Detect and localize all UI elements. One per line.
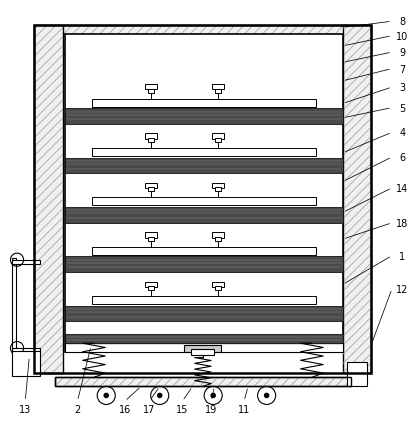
Bar [34, 26, 63, 373]
Bar [92, 99, 315, 108]
Bar [211, 282, 223, 287]
Bar [148, 237, 154, 241]
Bar [92, 148, 315, 157]
Bar [145, 85, 157, 90]
Bar [34, 26, 370, 55]
Bar [191, 350, 214, 355]
Text: 2: 2 [74, 404, 81, 414]
Bar [346, 362, 366, 387]
Text: 3: 3 [398, 83, 404, 93]
Bar [214, 286, 220, 291]
Bar [211, 184, 223, 189]
Bar [65, 334, 342, 348]
Text: 6: 6 [398, 153, 404, 163]
Bar [148, 188, 154, 192]
Text: 10: 10 [395, 31, 408, 42]
Bar [12, 351, 40, 376]
Bar [145, 282, 157, 287]
Bar [65, 344, 342, 353]
Circle shape [211, 393, 215, 398]
Bar [65, 109, 342, 125]
Text: 14: 14 [395, 183, 408, 194]
Text: 18: 18 [395, 218, 408, 228]
Bar [34, 26, 370, 373]
Bar [92, 198, 315, 206]
Bar [65, 34, 342, 353]
Bar [214, 237, 220, 241]
Bar [214, 89, 220, 94]
Bar [214, 139, 220, 143]
Bar [145, 134, 157, 139]
Text: 17: 17 [143, 404, 155, 414]
Bar [211, 134, 223, 139]
Bar [92, 247, 315, 255]
Bar [65, 306, 342, 322]
Bar [214, 188, 220, 192]
Text: 13: 13 [19, 404, 31, 414]
Text: 19: 19 [204, 404, 217, 414]
Bar [184, 345, 221, 353]
Text: 1: 1 [398, 251, 404, 261]
Text: 9: 9 [398, 48, 404, 58]
Bar [65, 158, 342, 174]
Bar [211, 85, 223, 90]
Circle shape [157, 393, 161, 398]
Text: 4: 4 [398, 128, 404, 138]
Bar [92, 296, 315, 304]
Bar [148, 286, 154, 291]
Circle shape [104, 393, 108, 398]
Bar [148, 89, 154, 94]
Bar [12, 260, 40, 264]
Text: 8: 8 [398, 17, 404, 27]
Bar [65, 208, 342, 223]
Bar [342, 26, 370, 373]
Bar [145, 233, 157, 238]
Bar [145, 184, 157, 189]
Bar [211, 233, 223, 238]
Bar [12, 258, 16, 354]
Text: 16: 16 [119, 404, 131, 414]
Text: 12: 12 [395, 284, 408, 294]
Bar [65, 257, 342, 273]
Bar [12, 348, 40, 353]
Circle shape [264, 393, 268, 398]
Bar [55, 378, 350, 387]
Text: 11: 11 [237, 404, 249, 414]
Bar [148, 139, 154, 143]
Text: 5: 5 [398, 103, 404, 114]
Text: 15: 15 [176, 404, 188, 414]
Bar [55, 378, 350, 387]
Text: 7: 7 [398, 64, 404, 74]
